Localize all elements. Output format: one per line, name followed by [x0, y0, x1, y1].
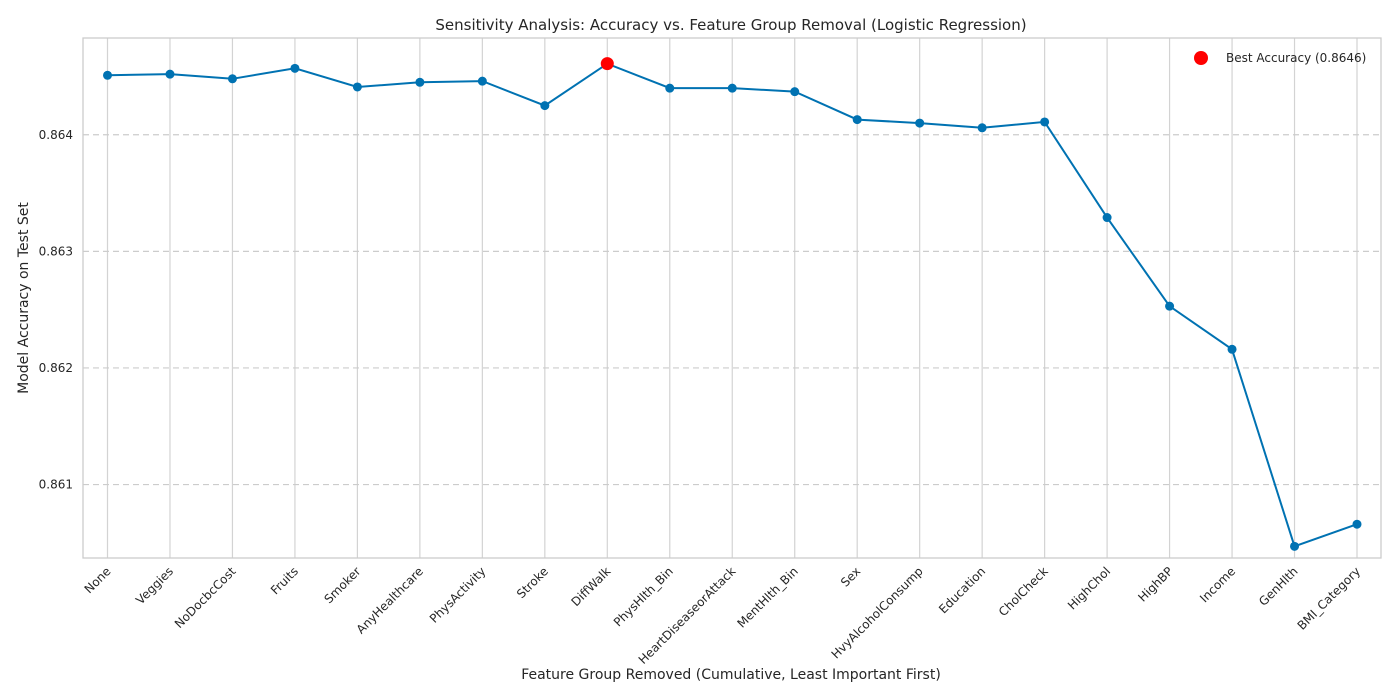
best-accuracy-point — [600, 57, 614, 71]
x-tick-label: BMI_Category — [1295, 564, 1364, 633]
data-point-highbp — [1165, 301, 1175, 311]
y-axis-label: Model Accuracy on Test Set — [16, 202, 32, 394]
data-point-none — [103, 70, 112, 80]
data-point-physactivity — [477, 76, 487, 86]
data-point-bmi-category — [1352, 519, 1362, 529]
y-tick-label: 0.863 — [39, 244, 73, 258]
x-tick-label: AnyHealthcare — [354, 564, 426, 636]
data-point-hvyalcoholconsump — [915, 118, 925, 128]
data-point-genhlth — [1290, 541, 1300, 551]
data-point-stroke — [540, 101, 550, 111]
x-tick-label: MentHlth_Bin — [734, 564, 800, 630]
y-tick-labels: 0.861 0.862 0.863 0.864 — [39, 128, 73, 492]
x-tick-label: None — [82, 564, 114, 596]
data-point-highchol — [1102, 213, 1112, 223]
x-tick-label: HighChol — [1065, 564, 1113, 612]
data-point-education — [977, 123, 987, 133]
data-point-veggies — [165, 69, 175, 79]
legend-label: Best Accuracy (0.8646) — [1226, 51, 1366, 65]
y-tick-label: 0.864 — [39, 128, 73, 142]
data-point-menthlth-bin — [790, 87, 800, 97]
chart-title: Sensitivity Analysis: Accuracy vs. Featu… — [435, 16, 1026, 34]
x-tick-label: Smoker — [321, 564, 363, 606]
x-axis-label: Feature Group Removed (Cumulative, Least… — [521, 667, 941, 683]
axes — [82, 37, 1382, 559]
x-tick-label: Education — [936, 564, 988, 616]
x-tick-label: Income — [1197, 564, 1238, 605]
data-point-physhlth-bin — [665, 83, 675, 93]
x-tick-label: HighBP — [1135, 564, 1175, 604]
x-tick-label: DiffWalk — [568, 564, 613, 609]
y-tick-label: 0.862 — [39, 361, 73, 375]
data-point-fruits — [290, 63, 300, 73]
plot-frame — [82, 37, 1382, 559]
legend-marker — [1194, 51, 1208, 65]
x-tick-label: PhysHlth_Bin — [611, 564, 676, 629]
data-points — [103, 57, 1362, 551]
data-point-cholcheck — [1040, 117, 1050, 127]
x-tick-label: Fruits — [268, 564, 301, 597]
data-point-heartdiseaseorattack — [727, 83, 737, 93]
data-point-nodocbccost — [227, 74, 237, 84]
x-tick-label: NoDocbcCost — [172, 564, 239, 631]
data-point-income — [1227, 344, 1237, 354]
x-tick-label: GenHlth — [1256, 564, 1301, 609]
x-tick-label: CholCheck — [996, 564, 1051, 619]
legend: Best Accuracy (0.8646) — [1194, 51, 1366, 65]
grid-lines — [83, 38, 1381, 558]
x-tick-label: Sex — [838, 564, 863, 589]
data-point-sex — [852, 115, 862, 125]
data-point-smoker — [352, 82, 362, 92]
data-point-anyhealthcare — [415, 77, 425, 87]
y-tick-label: 0.861 — [39, 478, 73, 492]
x-tick-label: PhysActivity — [427, 564, 489, 626]
x-tick-label: Veggies — [133, 564, 176, 607]
x-tick-label: Stroke — [514, 564, 551, 601]
